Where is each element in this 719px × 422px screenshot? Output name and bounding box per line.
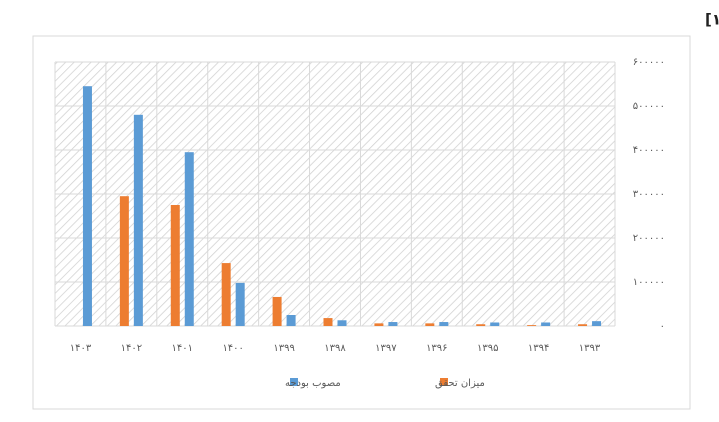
bar [286,315,296,326]
x-tick-label: ۱۳۹۴ [528,343,549,354]
bar [82,86,92,326]
bar [527,325,537,326]
bar [439,322,449,326]
x-tick-label: ۱۳۹۹ [273,343,294,354]
bar [388,322,398,326]
y-tick-label: ۰ [660,321,665,332]
bar [425,323,435,326]
y-tick-label: ۱۰۰۰۰۰ [633,277,665,288]
bar [184,152,194,326]
y-tick-label: ۶۰۰۰۰۰ [633,57,665,68]
x-tick-label: ۱۳۹۶ [426,343,447,354]
x-tick-label: ۱۴۰۱ [172,343,193,354]
bar [592,321,602,326]
bar [133,114,143,326]
bar [272,296,282,326]
bar [221,263,231,326]
x-tick-label: ۱۳۹۵ [477,343,498,354]
y-tick-label: ۳۰۰۰۰۰ [633,189,665,200]
legend-label: مصوب بودجه [285,378,341,389]
bar [170,205,180,326]
bar [578,324,588,326]
x-tick-label: ۱۴۰۳ [70,343,92,354]
chart-title: نمودار ۱۳. مقایسه حقوق دولتی مصوب در قوا… [705,11,719,29]
legend-label: میزان تحقق [435,378,485,389]
x-tick-label: ۱۴۰۰ [222,343,243,354]
chart-frame [32,35,691,410]
bar [323,318,333,326]
x-tick-label: ۱۴۰۲ [121,343,142,354]
x-tick-label: ۱۳۹۳ [579,343,601,354]
bar [490,322,500,326]
y-tick-label: ۲۰۰۰۰۰ [633,233,665,244]
y-tick-label: ۵۰۰۰۰۰ [633,101,665,112]
bar [541,322,551,326]
legend-swatch [290,378,298,386]
x-tick-label: ۱۳۹۸ [324,343,346,354]
bar [119,196,129,326]
bar [476,324,486,326]
x-tick-label: ۱۳۹۷ [375,343,397,354]
bar [337,320,347,326]
bar [374,323,384,326]
bar [235,282,245,326]
legend-swatch [440,378,448,386]
y-tick-label: ۴۰۰۰۰۰ [633,145,665,156]
